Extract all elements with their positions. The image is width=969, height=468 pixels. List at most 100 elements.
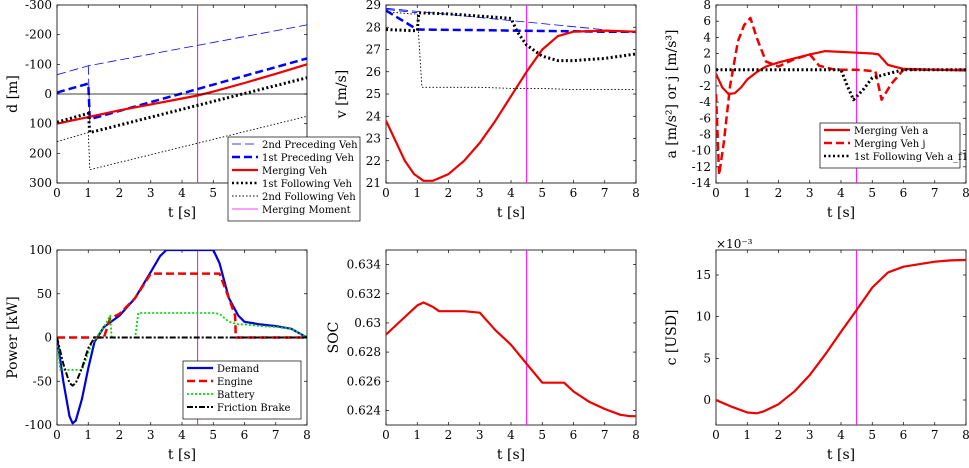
x-tick-label: 4 — [837, 186, 845, 200]
y-tick-label: -10 — [692, 144, 711, 158]
x-tick-label: 5 — [868, 428, 876, 442]
series-soc — [386, 301, 636, 418]
x-tick-label: 7 — [272, 428, 280, 442]
y-tick-label: -100 — [25, 418, 52, 432]
x-tick-label: 1 — [413, 428, 421, 442]
plot-area — [716, 5, 966, 183]
series-merging-veh — [57, 63, 307, 125]
legend-entry: Merging Veh j — [854, 139, 926, 150]
plot-area — [716, 250, 966, 425]
series-merging-veh — [386, 29, 636, 182]
y-tick-label: 23 — [366, 132, 381, 146]
x-tick-label: 8 — [632, 186, 640, 200]
x-tick-label: 5 — [538, 186, 546, 200]
x-tick-label: 6 — [570, 186, 578, 200]
y-tick-label: -300 — [25, 0, 52, 12]
y-tick-label: 2 — [703, 47, 711, 61]
series-1st-following-veh — [57, 76, 307, 135]
plot-area — [386, 5, 636, 183]
legend: 2nd Preceding Veh 1st Preceding Veh Mergin… — [227, 136, 361, 222]
y-tick-label: 0.628 — [347, 345, 381, 359]
chart-p5: 0 1 2 3 4 5 6 7 8 0.624 0.626 0.628 0.63 0.632 0.634 t … — [326, 249, 640, 463]
x-axis-label: t [s] — [497, 205, 525, 221]
x-tick-label: 3 — [806, 428, 814, 442]
y-tick-label: 4 — [703, 30, 711, 44]
chart-p6: 0 1 2 3 4 5 6 7 8 0 5 10 15 t [s] c [USD] ×10⁻³ — [664, 237, 969, 463]
x-tick-label: 7 — [601, 186, 609, 200]
y-tick-label: 29 — [366, 0, 381, 12]
x-tick-label: 4 — [178, 428, 186, 442]
x-tick-label: 1 — [743, 428, 751, 442]
series-merging-veh-j — [716, 16, 966, 177]
x-tick-label: 2 — [775, 428, 783, 442]
x-tick-label: 1 — [413, 186, 421, 200]
y-tick-label: 27 — [366, 43, 381, 57]
axes-box — [715, 249, 967, 426]
x-tick-label: 7 — [601, 428, 609, 442]
legend-entry: 1st Preceding Veh — [262, 153, 354, 164]
x-tick-label: 0 — [712, 186, 720, 200]
x-tick-label: 3 — [476, 428, 484, 442]
y-tick-label: 26 — [366, 65, 381, 79]
x-axis-label: t [s] — [168, 205, 196, 221]
chart-p3: 0 1 2 3 4 5 6 7 8 -14 -12 -10 -8 -6 -4 -2 0 2 4 6 8 t [s] a [m… — [664, 0, 969, 221]
x-tick-label: 8 — [962, 428, 969, 442]
x-tick-label: 0 — [382, 428, 390, 442]
legend-entry: Demand — [217, 364, 260, 375]
x-tick-label: 4 — [837, 428, 845, 442]
series-2nd-following-veh — [386, 11, 636, 91]
chart-p4: 0 1 2 3 4 5 6 7 8 -100 -50 0 50 100 t [s] Power [kW] Dem… — [5, 243, 311, 463]
y-axis-label: a [m/s²] or j [m/s³] — [664, 29, 680, 158]
y-tick-label: 0 — [44, 331, 52, 345]
series-cost — [716, 258, 966, 415]
legend-entry: Merging Veh — [262, 166, 328, 177]
x-tick-label: 5 — [209, 428, 217, 442]
y-axis-label: SOC — [326, 322, 342, 354]
x-tick-label: 0 — [382, 186, 390, 200]
x-tick-label: 3 — [476, 186, 484, 200]
x-tick-label: 0 — [53, 186, 61, 200]
y-tick-label: -200 — [25, 28, 52, 42]
y-tick-label: -6 — [699, 111, 711, 125]
y-tick-label: -4 — [699, 95, 711, 109]
x-axis-label: t [s] — [827, 205, 855, 221]
y-tick-label: -100 — [25, 57, 52, 71]
x-tick-label: 3 — [147, 428, 155, 442]
y-tick-label: 100 — [29, 117, 52, 131]
legend-entry: Battery — [217, 390, 255, 401]
axes-box — [385, 249, 637, 426]
legend-entry: Merging Moment — [262, 205, 351, 216]
x-tick-label: 8 — [962, 186, 969, 200]
y-tick-label: 0.634 — [347, 258, 382, 272]
series-demand — [57, 250, 307, 425]
series-friction-brake — [57, 336, 307, 387]
y-axis-label: Power [kW] — [5, 296, 21, 379]
y-tick-label: 50 — [37, 287, 52, 301]
x-tick-label: 1 — [84, 186, 92, 200]
legend-entry: Merging Veh a — [854, 126, 928, 137]
x-tick-label: 6 — [900, 186, 908, 200]
x-axis-label: t [s] — [168, 447, 196, 463]
x-tick-label: 2 — [116, 428, 124, 442]
y-tick-label: 0.624 — [347, 403, 382, 417]
y-tick-label: 10 — [696, 310, 711, 324]
y-tick-label: 24 — [366, 109, 382, 123]
y-tick-label: 15 — [696, 268, 711, 282]
x-tick-label: 0 — [712, 428, 720, 442]
y-tick-label: 0.626 — [347, 374, 381, 388]
x-tick-label: 6 — [570, 428, 578, 442]
legend: Demand Engine Battery Friction Brake — [182, 360, 302, 420]
x-tick-label: 4 — [178, 186, 186, 200]
legend-entry: 1st Following Veh a_f1 — [854, 152, 968, 163]
y-tick-label: 200 — [29, 146, 52, 160]
y-tick-label: 5 — [703, 351, 711, 365]
x-tick-label: 0 — [53, 428, 61, 442]
x-tick-label: 4 — [507, 186, 515, 200]
x-tick-label: 8 — [303, 428, 311, 442]
x-axis-label: t [s] — [497, 447, 525, 463]
legend-entry: 2nd Following Veh — [262, 192, 356, 203]
series-2nd-preceding-veh — [386, 7, 636, 34]
y-tick-label: 100 — [29, 243, 52, 257]
x-tick-label: 2 — [445, 186, 453, 200]
